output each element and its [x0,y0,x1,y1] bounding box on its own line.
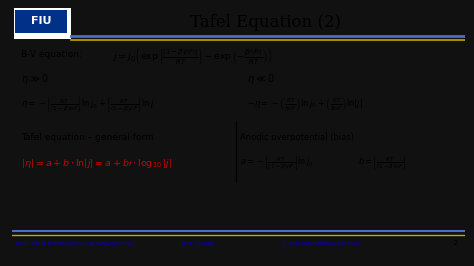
Text: $\eta \ll 0$: $\eta \ll 0$ [247,72,275,86]
Text: $a = -\left[\frac{RT}{(1-\beta)nF}\right]\ln j_0$: $a = -\left[\frac{RT}{(1-\beta)nF}\right… [240,155,314,172]
Text: 3 Electrochemical Kinetics: 3 Electrochemical Kinetics [283,241,361,246]
Text: $-\eta = -\left(\frac{RT}{\beta nF}\right)\ln j_0 + \left(\frac{RT}{\beta nF}\ri: $-\eta = -\left(\frac{RT}{\beta nF}\righ… [247,96,363,114]
FancyBboxPatch shape [14,8,71,39]
Text: Tafel equation – general form: Tafel equation – general form [21,133,154,142]
Text: Tafel Equation (2): Tafel Equation (2) [190,14,341,31]
Text: Anodic overpotential (bias): Anodic overpotential (bias) [240,133,355,142]
Text: FIU: FIU [31,16,52,26]
Text: $b = \left[\frac{RT}{(1-\beta)nF}\right]$: $b = \left[\frac{RT}{(1-\beta)nF}\right]… [358,155,407,172]
Text: $|\eta| = a + b \cdot \ln|j| = a + b\prime \cdot \log_{10}|j|$: $|\eta| = a + b \cdot \ln|j| = a + b\pri… [21,157,172,170]
Text: $\eta = -\left[\frac{RT}{(1-\beta)nF}\right]\ln j_0 + \left[\frac{RT}{(1-\beta)n: $\eta = -\left[\frac{RT}{(1-\beta)nF}\ri… [21,96,155,114]
FancyBboxPatch shape [15,10,67,33]
Text: EMA 5305 Electrochemical Engineering: EMA 5305 Electrochemical Engineering [17,241,132,246]
Text: 2: 2 [453,240,458,246]
Text: Zhe Cheng: Zhe Cheng [182,241,214,246]
Text: B-V equation:: B-V equation: [21,50,82,59]
Text: $j = j_0 \left\{ \exp\left[\frac{(1-\beta)nF\eta}{RT}\right] - \exp\left(-\frac{: $j = j_0 \left\{ \exp\left[\frac{(1-\bet… [112,45,273,65]
Text: $\eta \gg 0$: $\eta \gg 0$ [21,72,49,86]
